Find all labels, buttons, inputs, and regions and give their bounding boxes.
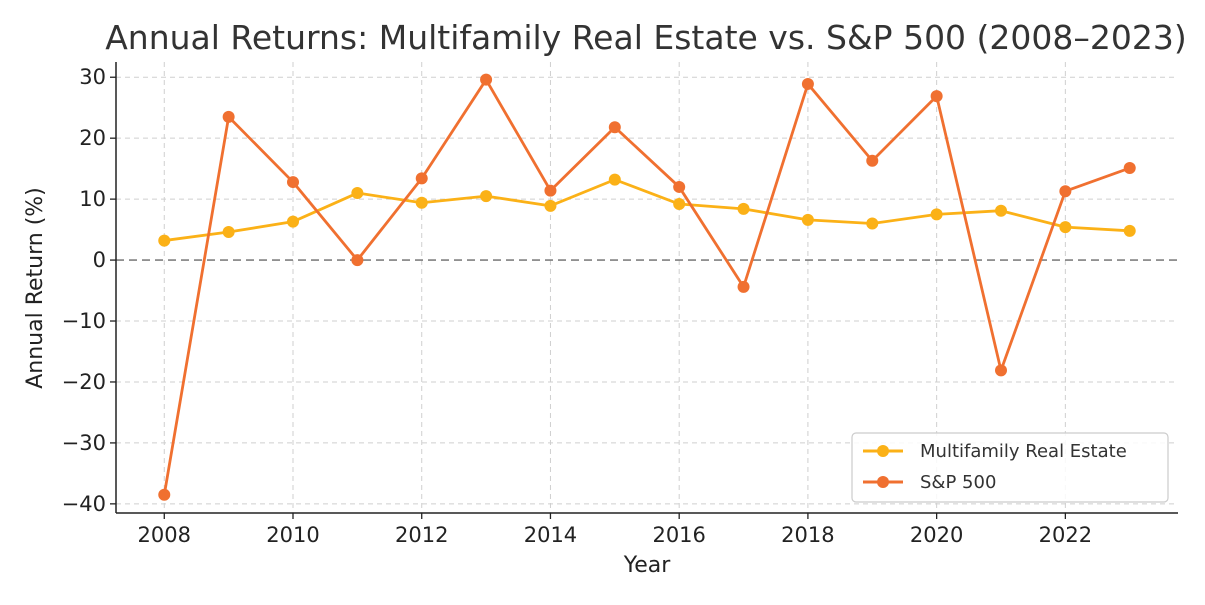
data-point-sp500 [1123, 162, 1136, 175]
grid-lines [116, 62, 1178, 513]
legend-box [851, 432, 1169, 503]
data-point-sp500 [1059, 185, 1072, 198]
data-point-sp500 [737, 280, 750, 293]
data-point-multifamily [1123, 224, 1136, 237]
x-tick-label: 2014 [524, 523, 577, 547]
data-point-multifamily [930, 208, 943, 221]
legend: Multifamily Real Estate S&P 500 [851, 432, 1169, 503]
data-point-multifamily [866, 217, 879, 230]
x-tick-label: 2010 [266, 523, 319, 547]
data-point-sp500 [608, 121, 621, 134]
y-axis-label: Annual Return (%) [23, 187, 48, 389]
data-point-multifamily [222, 226, 235, 239]
legend-label-multifamily: Multifamily Real Estate [920, 441, 1127, 462]
series-line-multifamily [162, 178, 1132, 242]
y-tick-label: −10 [62, 309, 106, 333]
y-tick-label: 30 [79, 65, 106, 89]
legend-label-sp500: S&P 500 [920, 472, 996, 493]
x-tick-label: 2016 [652, 523, 705, 547]
series-line-sp500 [162, 78, 1132, 497]
series-sp500 [158, 73, 1136, 501]
data-point-multifamily [737, 202, 750, 215]
y-tick-label: 20 [79, 126, 106, 150]
data-point-sp500 [544, 184, 557, 197]
data-point-sp500 [222, 110, 235, 123]
y-tick-label: −20 [62, 370, 106, 394]
y-tick-label: 0 [93, 248, 106, 272]
series-multifamily [158, 173, 1136, 247]
data-point-multifamily [287, 215, 299, 228]
data-point-sp500 [995, 364, 1007, 377]
data-point-multifamily [480, 190, 493, 203]
data-point-multifamily [801, 213, 814, 226]
y-tick-label: 10 [79, 187, 106, 211]
x-tick-label: 2018 [781, 523, 834, 547]
data-point-sp500 [158, 488, 171, 501]
data-point-sp500 [480, 73, 493, 86]
x-tick-label: 2012 [395, 523, 448, 547]
data-point-multifamily [673, 198, 686, 211]
data-point-sp500 [287, 176, 299, 189]
y-axis-ticks: 30 20 10 0 −10 −20 −30 −40 [62, 65, 116, 516]
x-tick-label: 2008 [138, 523, 191, 547]
x-axis-label: Year [623, 553, 672, 578]
data-point-sp500 [351, 254, 364, 267]
data-point-sp500 [415, 172, 428, 185]
data-point-sp500 [930, 90, 943, 103]
data-point-sp500 [673, 180, 686, 193]
data-point-multifamily [544, 199, 557, 212]
y-tick-label: −40 [62, 492, 106, 516]
data-point-sp500 [866, 154, 879, 167]
legend-marker-sp500 [877, 476, 889, 488]
data-point-multifamily [995, 204, 1007, 217]
data-point-multifamily [1059, 221, 1072, 234]
data-point-sp500 [801, 77, 814, 90]
x-tick-label: 2020 [910, 523, 963, 547]
data-point-multifamily [608, 173, 621, 186]
data-series [158, 73, 1136, 501]
data-point-multifamily [351, 187, 364, 200]
y-tick-label: −30 [62, 431, 106, 455]
data-point-multifamily [158, 234, 171, 247]
x-axis-ticks: 2008 2010 2012 2014 2016 2018 2020 2022 [138, 513, 1092, 547]
legend-marker-multifamily [877, 445, 889, 457]
chart-title: Annual Returns: Multifamily Real Estate … [105, 18, 1187, 57]
data-point-multifamily [415, 196, 428, 209]
x-tick-label: 2022 [1039, 523, 1092, 547]
